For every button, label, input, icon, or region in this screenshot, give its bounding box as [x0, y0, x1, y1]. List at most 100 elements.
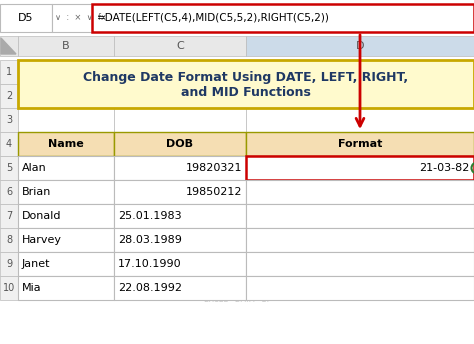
Bar [18, 228, 114, 252]
Bar [114, 276, 246, 300]
Bar [246, 132, 474, 156]
Bar [114, 84, 246, 108]
Bar [114, 180, 246, 204]
Bar [246, 132, 474, 156]
Text: ∨  :  ×  ∨  fx: ∨ : × ∨ fx [55, 13, 106, 22]
Bar [18, 252, 114, 276]
Text: Format: Format [338, 139, 382, 149]
Bar [52, 4, 92, 32]
Text: 8: 8 [6, 235, 12, 245]
Bar [0, 276, 18, 300]
Text: 4: 4 [6, 139, 12, 149]
Bar [18, 132, 114, 156]
Bar [246, 84, 474, 108]
Text: 19820321: 19820321 [185, 163, 242, 173]
Bar [246, 204, 474, 228]
Bar [114, 204, 246, 228]
Bar [114, 180, 246, 204]
Bar [246, 60, 474, 84]
Bar [18, 36, 114, 56]
Bar [114, 276, 246, 300]
Text: B: B [62, 41, 70, 51]
Text: 7: 7 [6, 211, 12, 221]
Bar [246, 276, 474, 300]
Bar [246, 252, 474, 276]
Text: 28.03.1989: 28.03.1989 [118, 235, 182, 245]
Bar [18, 228, 114, 252]
Text: DOB: DOB [166, 139, 193, 149]
Text: 17.10.1990: 17.10.1990 [118, 259, 182, 269]
Bar [0, 4, 52, 32]
Text: Mia: Mia [22, 283, 42, 293]
Text: 25.01.1983: 25.01.1983 [118, 211, 182, 221]
Bar [18, 180, 114, 204]
Text: 19850212: 19850212 [185, 187, 242, 197]
Bar [18, 156, 114, 180]
Bar [18, 84, 114, 108]
Text: 6: 6 [6, 187, 12, 197]
Bar [246, 108, 474, 132]
Text: D5: D5 [18, 13, 34, 23]
Bar [0, 84, 18, 108]
Text: Donald: Donald [22, 211, 62, 221]
Bar [92, 4, 474, 32]
Bar [114, 156, 246, 180]
Text: Brian: Brian [22, 187, 51, 197]
Text: 5: 5 [6, 163, 12, 173]
Bar [18, 204, 114, 228]
Bar [114, 204, 246, 228]
Bar [114, 228, 246, 252]
Bar [114, 132, 246, 156]
Bar [246, 276, 474, 300]
Text: and MID Functions: and MID Functions [181, 86, 311, 98]
Bar [18, 60, 474, 108]
Bar [18, 156, 114, 180]
Text: Change Date Format Using DATE, LEFT, RIGHT,: Change Date Format Using DATE, LEFT, RIG… [83, 71, 409, 84]
Bar [114, 36, 246, 56]
Text: =DATE(LEFT(C5,4),MID(C5,5,2),RIGHT(C5,2)): =DATE(LEFT(C5,4),MID(C5,5,2),RIGHT(C5,2)… [97, 13, 330, 23]
Bar [246, 36, 474, 56]
Text: D: D [356, 41, 364, 51]
Bar [114, 156, 246, 180]
Bar [18, 132, 114, 156]
Text: 22.08.1992: 22.08.1992 [118, 283, 182, 293]
Bar [246, 252, 474, 276]
Polygon shape [1, 38, 16, 54]
Bar [0, 108, 18, 132]
Text: 21-03-82: 21-03-82 [419, 163, 470, 173]
Text: Name: Name [48, 139, 84, 149]
Bar [0, 204, 18, 228]
Bar [246, 180, 474, 204]
Bar [18, 108, 114, 132]
Text: Alan: Alan [22, 163, 47, 173]
Bar [0, 60, 18, 84]
Bar [18, 180, 114, 204]
Bar [0, 156, 18, 180]
Bar [18, 276, 114, 300]
Text: exceldemy: exceldemy [199, 282, 275, 296]
Bar [246, 204, 474, 228]
Text: C: C [176, 41, 184, 51]
Bar [18, 204, 114, 228]
Text: EXCEL · DATA · BI: EXCEL · DATA · BI [204, 295, 270, 304]
Bar [0, 180, 18, 204]
Text: Harvey: Harvey [22, 235, 62, 245]
Text: 2: 2 [6, 91, 12, 101]
Bar [114, 108, 246, 132]
Text: 3: 3 [6, 115, 12, 125]
Bar [114, 132, 246, 156]
Bar [246, 180, 474, 204]
Bar [114, 228, 246, 252]
Bar [0, 252, 18, 276]
Bar [0, 228, 18, 252]
Bar [246, 156, 474, 180]
Bar [0, 132, 18, 156]
Bar [114, 252, 246, 276]
Text: Janet: Janet [22, 259, 51, 269]
Bar [18, 60, 114, 84]
Text: 10: 10 [3, 283, 15, 293]
Bar [0, 36, 18, 56]
Text: 1: 1 [6, 67, 12, 77]
Bar [246, 156, 474, 180]
Bar [246, 228, 474, 252]
